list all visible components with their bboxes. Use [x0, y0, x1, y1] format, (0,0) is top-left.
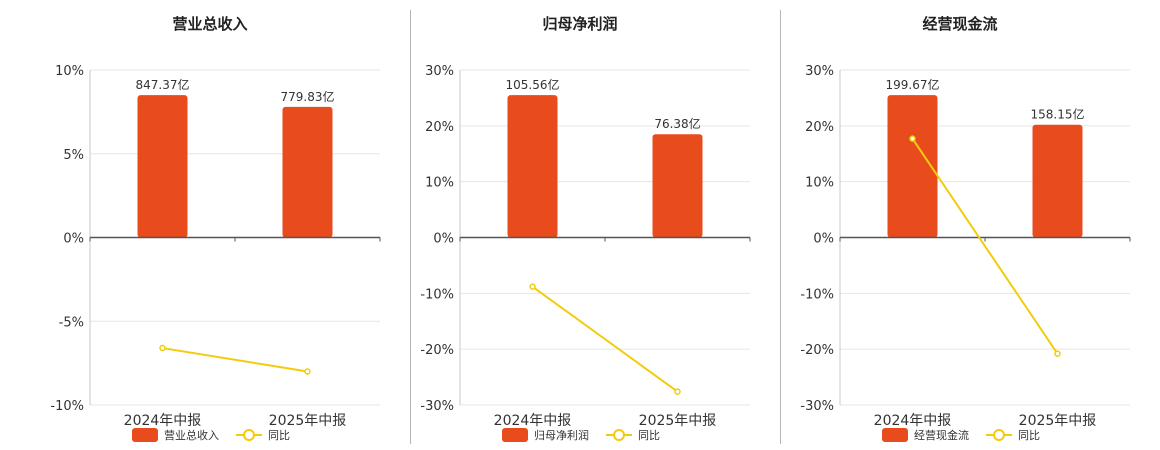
- legend-bar-label: 归母净利润: [534, 428, 589, 442]
- bar: [507, 95, 558, 238]
- y-tick-label: -10%: [50, 399, 84, 414]
- legend-line-label: 同比: [638, 429, 660, 442]
- legend-line-label: 同比: [1018, 429, 1040, 442]
- x-category-label: 2025年中报: [639, 413, 717, 429]
- bar-value-label: 105.56亿: [506, 77, 560, 92]
- x-category-label: 2024年中报: [494, 413, 572, 429]
- legend-bar-swatch: [882, 428, 908, 442]
- bar-value-label: 847.37亿: [136, 77, 190, 92]
- yoy-point: [529, 283, 536, 290]
- y-tick-label: 10%: [425, 176, 454, 191]
- yoy-line: [531, 285, 679, 393]
- y-tick-label: 20%: [805, 120, 834, 135]
- y-tick-label: -5%: [59, 315, 84, 330]
- y-tick-label: 0%: [813, 232, 834, 247]
- legend-bar-label: 经营现金流: [914, 428, 969, 442]
- yoy-point: [674, 388, 681, 395]
- x-category-label: 2024年中报: [124, 413, 202, 429]
- y-tick-label: -20%: [420, 343, 454, 358]
- chart-title: 经营现金流: [922, 15, 997, 33]
- chart-panel-1: 营业总收入 10% 5% 0% -5% -10% 847.37亿 779.83亿 2024年中报…: [50, 15, 381, 442]
- chart-title: 营业总收入: [172, 15, 247, 33]
- legend-line-marker: [993, 429, 1005, 441]
- y-tick-label: 10%: [55, 64, 84, 79]
- legend-line-marker: [243, 429, 255, 441]
- x-category-label: 2025年中报: [1019, 413, 1097, 429]
- y-tick-label: 0%: [63, 232, 84, 247]
- yoy-line: [162, 347, 308, 373]
- y-tick-label: -30%: [420, 399, 454, 414]
- legend-bar-label: 营业总收入: [164, 428, 219, 442]
- y-tick-label: -30%: [800, 399, 834, 414]
- bar: [137, 95, 188, 238]
- yoy-point: [1054, 350, 1061, 357]
- y-tick-label: 10%: [805, 176, 834, 191]
- yoy-point: [159, 344, 166, 352]
- y-tick-label: -10%: [420, 287, 454, 302]
- legend-line-label: 同比: [268, 429, 290, 442]
- yoy-point: [909, 135, 916, 142]
- bar: [1032, 124, 1083, 238]
- y-tick-label: 0%: [433, 232, 454, 247]
- panel-divider: [780, 10, 781, 444]
- y-tick-label: -10%: [800, 287, 834, 302]
- y-tick-label: 30%: [425, 64, 454, 79]
- bar-value-label: 76.38亿: [654, 116, 700, 131]
- legend-line-marker: [613, 429, 625, 441]
- bar-value-label: 158.15亿: [1031, 107, 1085, 122]
- chart-panel-2: 归母净利润 30% 20% 10% 0% -10% -20% -30% 105.56亿 76.38…: [420, 15, 751, 442]
- legend-bar-swatch: [132, 428, 158, 442]
- x-category-label: 2024年中报: [874, 413, 952, 429]
- y-tick-label: 20%: [425, 120, 454, 135]
- bar: [652, 134, 703, 238]
- bar: [282, 106, 333, 238]
- y-tick-label: -20%: [800, 343, 834, 358]
- x-category-label: 2025年中报: [269, 413, 347, 429]
- yoy-point: [304, 368, 311, 375]
- y-tick-label: 5%: [63, 148, 84, 163]
- chart-panel-3: 经营现金流 30% 20% 10% 0% -10% -20% -30% 199.67亿 158.1…: [800, 15, 1131, 442]
- chart-title: 归母净利润: [542, 15, 617, 33]
- yoy-line: [911, 138, 1059, 355]
- legend-bar-swatch: [502, 428, 528, 442]
- bar-value-label: 779.83亿: [281, 89, 335, 104]
- y-tick-label: 30%: [805, 64, 834, 79]
- panel-divider: [410, 10, 411, 444]
- bar-value-label: 199.67亿: [886, 77, 940, 92]
- bar: [887, 95, 938, 238]
